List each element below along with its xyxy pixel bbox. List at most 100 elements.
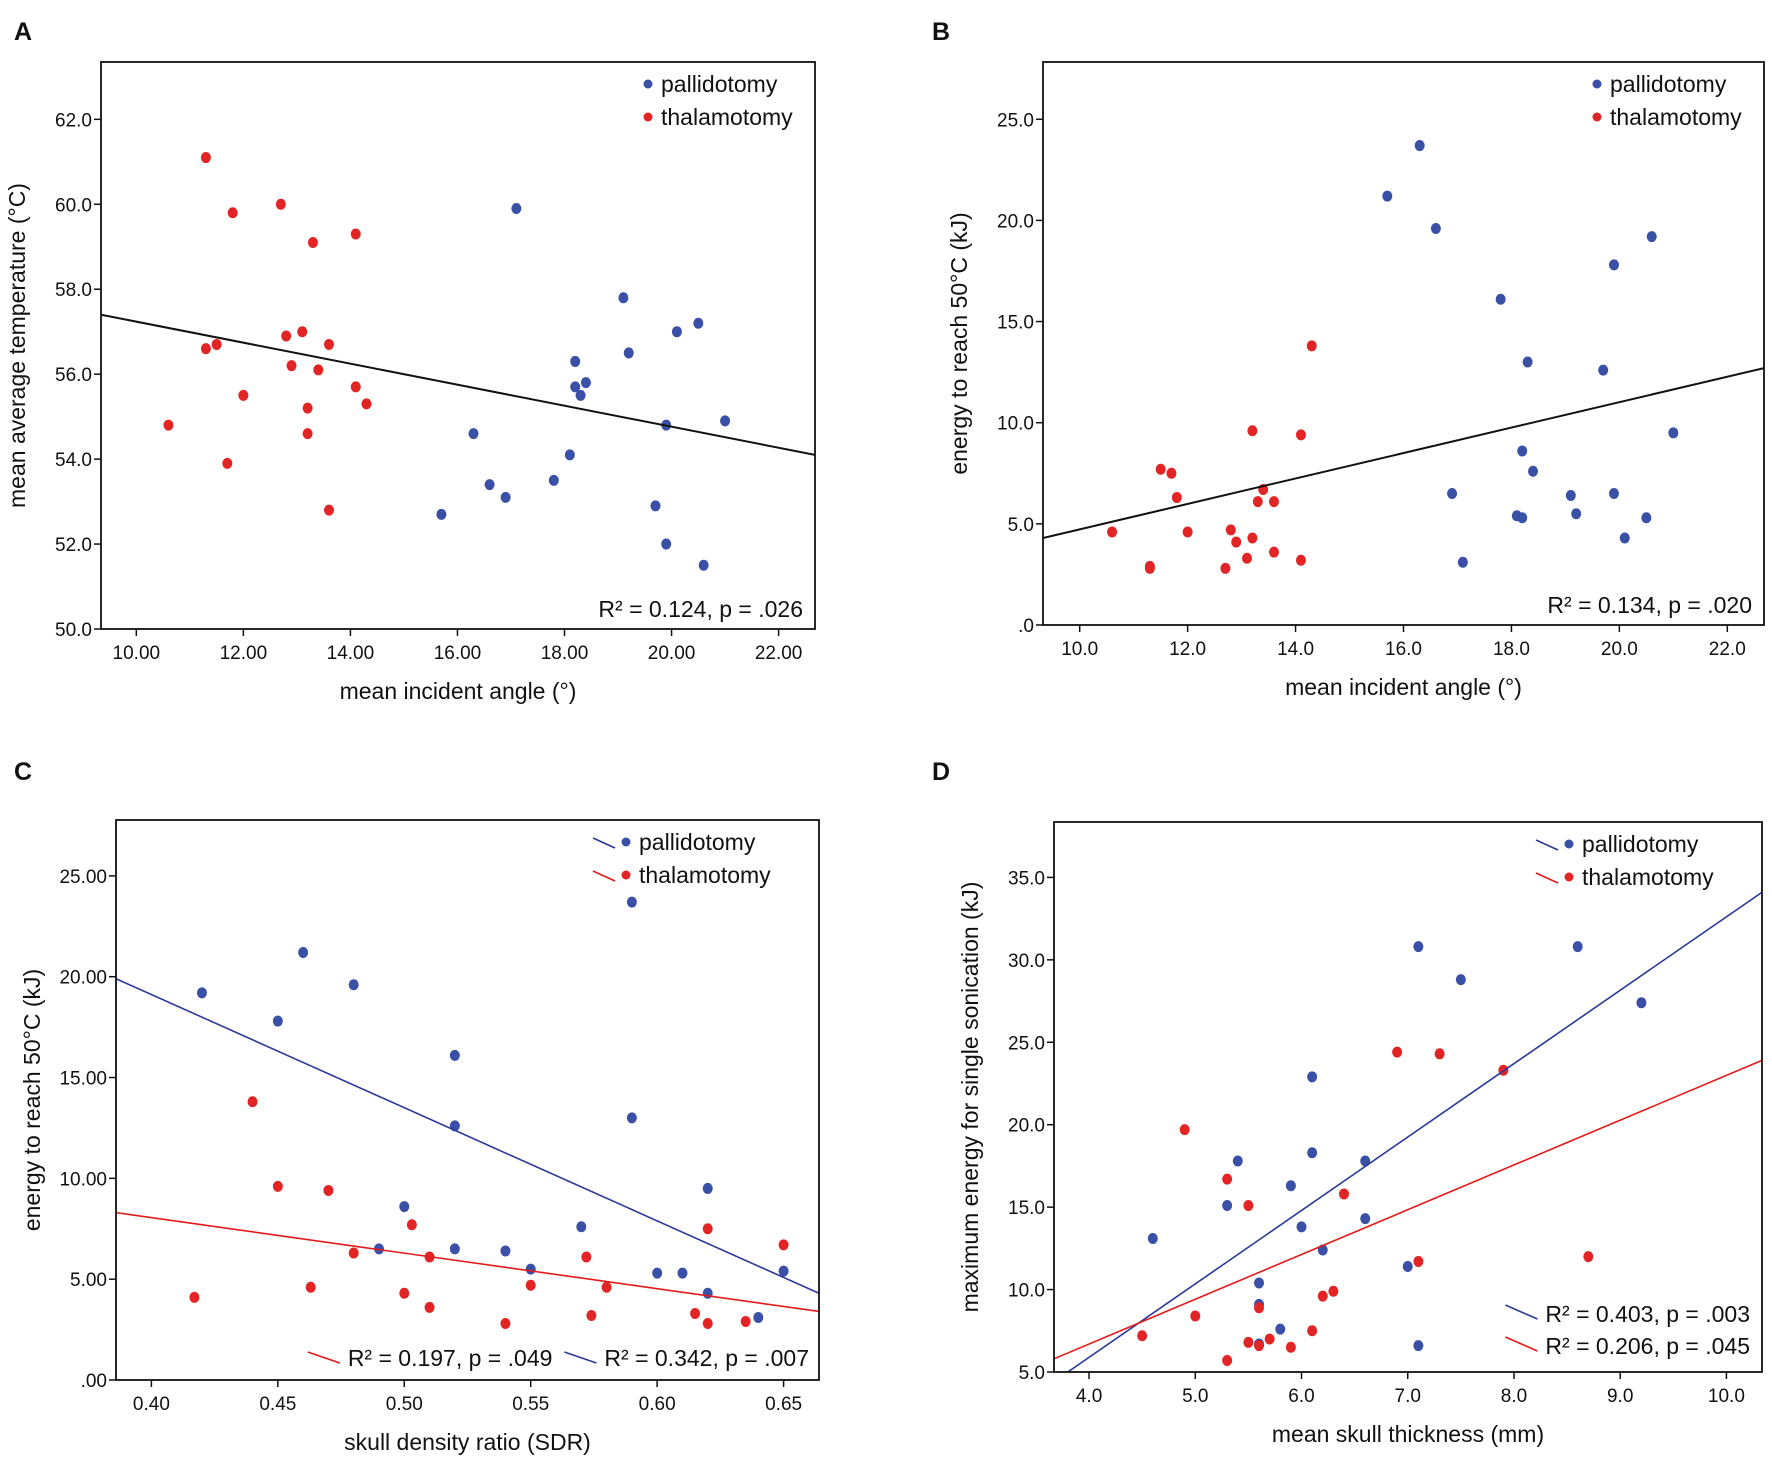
series-thalamotomy [163,152,372,516]
data-point-pallidotomy [500,491,511,503]
data-point-pallidotomy [1147,1232,1158,1244]
data-point-thalamotomy [1225,524,1236,536]
fit-line-fit [1043,367,1764,539]
data-point-thalamotomy [1222,1354,1233,1366]
series-pallidotomy [1382,140,1679,568]
data-point-thalamotomy [222,457,233,469]
data-point-thalamotomy [238,389,249,401]
legend-label-pallidotomy: pallidotomy [1582,831,1699,857]
y-tick-label: 5.0 [1008,515,1034,536]
panel-letter: D [932,758,950,786]
data-point-thalamotomy [200,152,211,164]
data-point-pallidotomy [525,1263,536,1275]
data-point-pallidotomy [1571,508,1582,520]
data-point-thalamotomy [200,343,211,355]
data-point-thalamotomy [1243,1336,1254,1348]
x-tick-label: 9.0 [1607,1386,1633,1407]
data-point-thalamotomy [323,1184,334,1196]
data-point-thalamotomy [163,419,174,431]
x-tick-label: 8.0 [1501,1386,1527,1407]
data-point-thalamotomy [1241,552,1252,564]
x-tick-label: 18.00 [541,643,589,664]
data-point-thalamotomy [1171,492,1182,504]
data-point-thalamotomy [1247,532,1258,544]
legend-line-pallidotomy [592,837,616,849]
y-tick-label: 20.00 [59,968,107,989]
data-point-thalamotomy [350,381,361,393]
data-point-pallidotomy [1382,190,1393,202]
y-tick-label: 15.00 [59,1069,107,1090]
data-point-pallidotomy [570,355,581,367]
data-point-pallidotomy [449,1049,460,1061]
data-point-thalamotomy [1254,1302,1265,1314]
data-point-thalamotomy [399,1287,410,1299]
x-axis-label: skull density ratio (SDR) [344,1429,591,1455]
data-point-pallidotomy [399,1201,410,1213]
stats-annotation: R² = 0.403, p = .003 R² = 0.206, p = .045 [1505,1301,1750,1359]
plot-area [116,896,819,1330]
data-point-pallidotomy [1360,1155,1371,1167]
data-point-pallidotomy [618,292,629,304]
x-tick-label: 0.65 [765,1394,802,1415]
y-tick-label: 54.0 [55,450,92,471]
fit-line-blue_line [116,977,819,1295]
data-point-thalamotomy [1328,1285,1339,1297]
data-point-thalamotomy [1392,1046,1403,1058]
data-point-pallidotomy [1608,488,1619,500]
data-point-thalamotomy [1179,1124,1190,1136]
x-axis-label: mean incident angle (°) [1285,674,1522,700]
data-point-thalamotomy [281,330,292,342]
data-point-thalamotomy [189,1291,200,1303]
y-axis-label: maximum energy for single sonication (kJ… [957,882,983,1313]
legend-line-thalamotomy [1535,872,1559,884]
stats-annotation: R² = 0.124, p = .026 [598,596,803,622]
data-point-pallidotomy [1232,1155,1243,1167]
plot-frame [1053,821,1763,1373]
legend-label-thalamotomy: thalamotomy [639,862,771,888]
data-point-thalamotomy [302,402,313,414]
data-point-thalamotomy [1413,1256,1424,1268]
y-tick-label: 10.0 [997,414,1034,435]
data-point-thalamotomy [1254,1340,1265,1352]
data-point-pallidotomy [1455,974,1466,986]
data-point-thalamotomy [1306,340,1317,352]
data-point-pallidotomy [1565,490,1576,502]
plot-area [101,152,815,571]
series-pallidotomy [436,203,731,571]
data-point-pallidotomy [1668,427,1679,439]
y-tick-label: 15.0 [997,313,1034,334]
data-point-pallidotomy [468,428,479,440]
data-point-thalamotomy [702,1318,713,1330]
data-point-thalamotomy [227,207,238,219]
data-point-pallidotomy [1495,293,1506,305]
data-point-pallidotomy [484,479,495,491]
x-tick-label: 6.0 [1288,1386,1314,1407]
data-point-pallidotomy [298,946,309,958]
x-tick-label: 0.45 [259,1394,296,1415]
legend-label-thalamotomy: thalamotomy [1582,864,1714,890]
series-thalamotomy [1137,1046,1594,1366]
data-point-thalamotomy [500,1318,511,1330]
x-tick-label: 5.0 [1182,1386,1208,1407]
data-point-thalamotomy [1338,1188,1349,1200]
data-point-thalamotomy [1243,1199,1254,1211]
panel-letter: B [932,18,950,46]
data-point-thalamotomy [581,1251,592,1263]
y-tick-label: 25.0 [1008,1033,1045,1054]
y-tick-label: 10.00 [59,1169,107,1190]
data-point-pallidotomy [702,1182,713,1194]
data-point-thalamotomy [302,428,313,440]
panel-b: B 10.0 12.0 14.0 16.0 18.0 20.0 22.0 .0 5.0 10.0 15… [932,18,1765,700]
data-point-thalamotomy [1295,429,1306,441]
data-point-pallidotomy [652,1267,663,1279]
fit-line-fit [101,313,815,456]
series-pallidotomy [1147,941,1647,1352]
y-axis-label: energy to reach 50°C (kJ) [946,212,972,474]
legend-label-thalamotomy: thalamotomy [661,104,793,130]
data-point-pallidotomy [1646,231,1657,243]
data-point-thalamotomy [305,1281,316,1293]
y-tick-label: 20.0 [997,211,1034,232]
data-point-thalamotomy [1252,496,1263,508]
data-point-pallidotomy [698,559,709,571]
stats-annotation: R² = 0.342, p = .007 R² = 0.197, p = .049 [307,1345,809,1371]
